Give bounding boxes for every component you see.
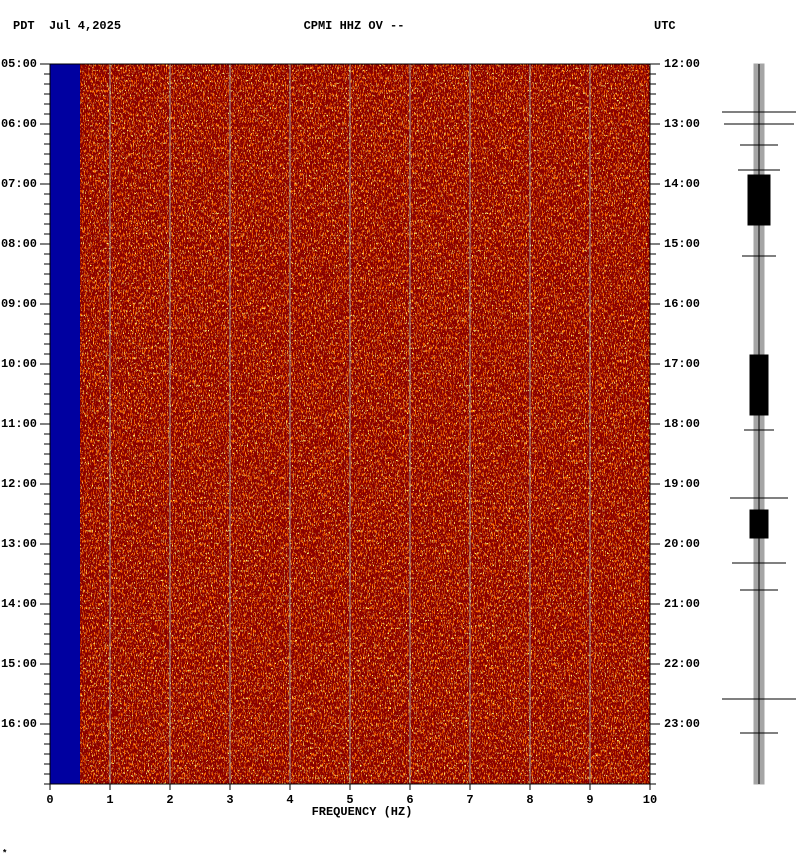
x-tick-label: 5: [346, 793, 353, 807]
footnote: *: [2, 848, 7, 858]
y-tick-label: 09:00: [1, 297, 37, 311]
x-tick-label: 9: [586, 793, 593, 807]
x-tick-label: 2: [166, 793, 173, 807]
masked-band: [50, 64, 80, 784]
x-tick-label: 6: [406, 793, 413, 807]
chart-title: CPMI HHZ OV --: [304, 19, 405, 33]
y-tick-label: 10:00: [1, 357, 37, 371]
right-label: UTC: [654, 19, 676, 33]
x-tick-label: 8: [526, 793, 533, 807]
plot-frame: [49, 63, 651, 785]
seismogram: [722, 63, 796, 785]
y2-tick-label: 12:00: [664, 57, 700, 71]
y2-tick-label: 17:00: [664, 357, 700, 371]
y-tick-label: 11:00: [1, 417, 37, 431]
x-tick-label: 10: [643, 793, 657, 807]
y-tick-label: 07:00: [1, 177, 37, 191]
y2-tick-label: 15:00: [664, 237, 700, 251]
x-tick-label: 4: [286, 793, 293, 807]
y2-tick-label: 14:00: [664, 177, 700, 191]
x-tick-label: 7: [466, 793, 473, 807]
y2-tick-label: 16:00: [664, 297, 700, 311]
x-tick-label: 1: [106, 793, 113, 807]
y-tick-label: 05:00: [1, 57, 37, 71]
x-axis-label: FREQUENCY (HZ): [312, 805, 413, 819]
spectrogram-texture: [80, 64, 650, 784]
y-tick-label: 08:00: [1, 237, 37, 251]
y-tick-label: 06:00: [1, 117, 37, 131]
y2-tick-label: 22:00: [664, 657, 700, 671]
y2-tick-label: 23:00: [664, 717, 700, 731]
y-tick-label: 15:00: [1, 657, 37, 671]
y-tick-label: 16:00: [1, 717, 37, 731]
y-tick-label: 13:00: [1, 537, 37, 551]
y2-tick-label: 19:00: [664, 477, 700, 491]
y2-tick-label: 18:00: [664, 417, 700, 431]
x-tick-label: 3: [226, 793, 233, 807]
y-tick-label: 12:00: [1, 477, 37, 491]
plot-area: 0 1 2 3 4 5 6 7 8 9 10 05:00 06:00 07:00 08:00 09:00 10:…: [1, 57, 700, 807]
y2-tick-label: 20:00: [664, 537, 700, 551]
y-tick-label: 14:00: [1, 597, 37, 611]
left-label: PDT Jul 4,2025: [13, 19, 121, 33]
y2-tick-label: 21:00: [664, 597, 700, 611]
y2-tick-label: 13:00: [664, 117, 700, 131]
x-tick-label: 0: [46, 793, 53, 807]
